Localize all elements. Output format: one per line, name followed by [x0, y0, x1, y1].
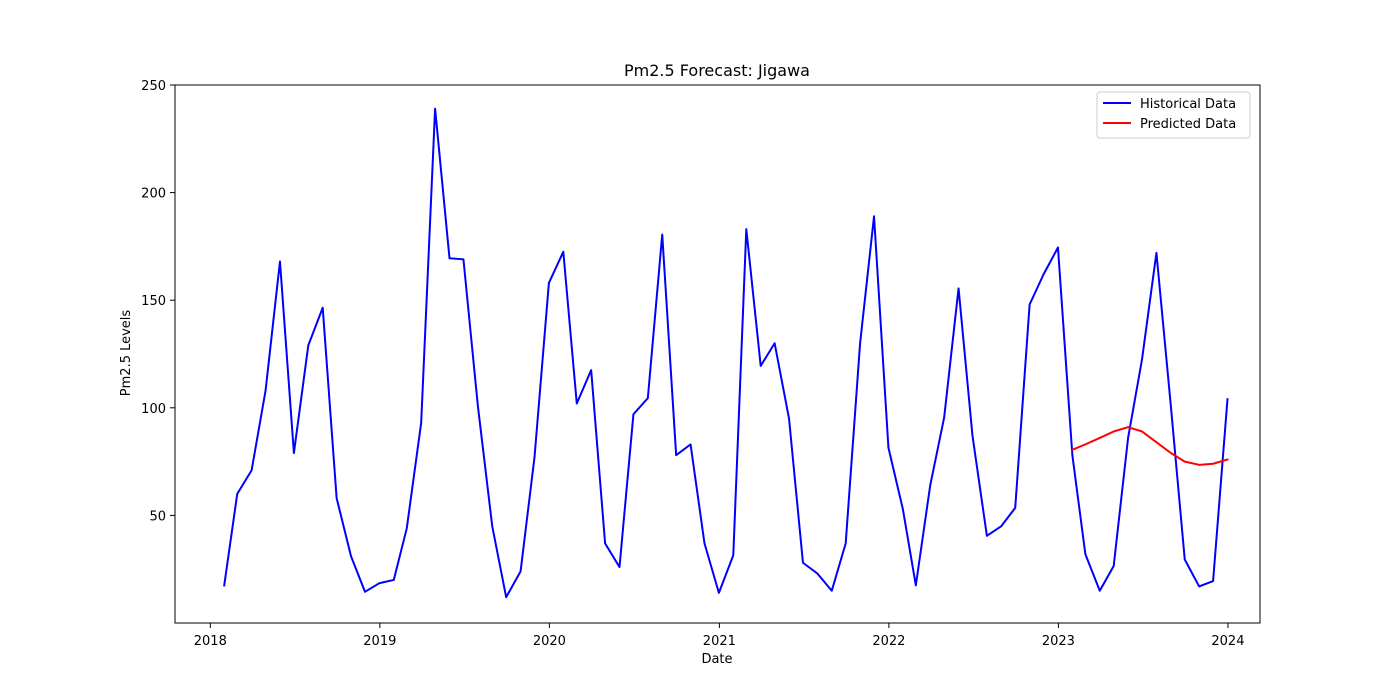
y-tick-label: 50 [149, 509, 166, 524]
plot-border [174, 84, 1261, 624]
legend: Historical Data Predicted Data [1096, 91, 1251, 139]
x-axis: 2018 2019 2020 2021 2022 2023 2024 [194, 623, 1244, 649]
legend-box [1096, 91, 1251, 139]
x-tick-label: 2019 [363, 634, 396, 649]
series-line-predicted [1071, 426, 1229, 466]
x-tick-label: 2018 [194, 634, 227, 649]
y-tick-label: 200 [141, 187, 166, 202]
x-tick-label: 2023 [1042, 634, 1075, 649]
x-tick-label: 2020 [533, 634, 566, 649]
y-tick-label: 250 [141, 79, 166, 94]
y-tick-label: 100 [141, 402, 166, 417]
legend-label: Predicted Data [1140, 117, 1236, 132]
y-tick-label: 150 [141, 294, 166, 309]
y-axis: 50 100 150 200 250 [141, 79, 175, 524]
legend-label: Historical Data [1140, 97, 1236, 112]
x-tick-label: 2022 [872, 634, 905, 649]
series-line-historical [223, 107, 1229, 599]
plot-frame [175, 85, 1260, 623]
y-axis-label: Pm2.5 Levels [119, 310, 134, 397]
x-tick-label: 2021 [703, 634, 736, 649]
series-layer [223, 107, 1229, 599]
x-axis-label: Date [701, 652, 732, 667]
x-tick-label: 2024 [1211, 634, 1244, 649]
chart-title: Pm2.5 Forecast: Jigawa [624, 61, 810, 80]
plot-area [174, 84, 1261, 624]
